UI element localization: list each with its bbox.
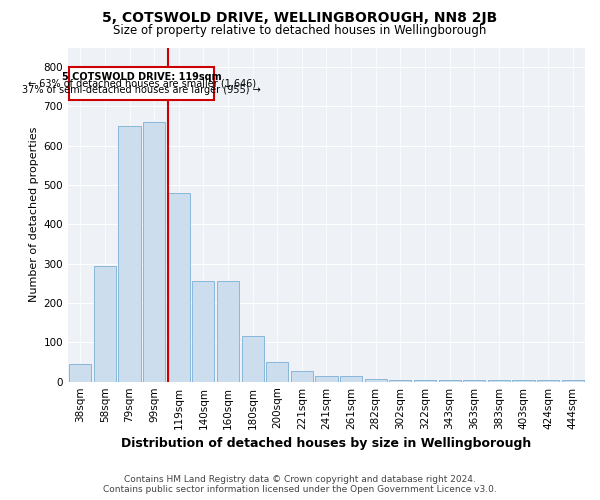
Bar	[167, 193, 190, 382]
Y-axis label: Number of detached properties: Number of detached properties	[29, 127, 39, 302]
Bar	[488, 380, 510, 382]
Bar	[266, 362, 289, 382]
Text: ← 63% of detached houses are smaller (1,646): ← 63% of detached houses are smaller (1,…	[28, 78, 256, 88]
Bar	[143, 122, 165, 382]
FancyBboxPatch shape	[69, 67, 214, 100]
Text: Size of property relative to detached houses in Wellingborough: Size of property relative to detached ho…	[113, 24, 487, 37]
Bar	[463, 380, 485, 382]
Text: 5 COTSWOLD DRIVE: 119sqm: 5 COTSWOLD DRIVE: 119sqm	[62, 72, 221, 83]
Bar	[291, 370, 313, 382]
Bar	[118, 126, 140, 382]
Text: 37% of semi-detached houses are larger (955) →: 37% of semi-detached houses are larger (…	[22, 85, 261, 95]
Bar	[242, 336, 263, 382]
Bar	[562, 380, 584, 382]
Bar	[69, 364, 91, 382]
Bar	[439, 380, 461, 382]
Bar	[340, 376, 362, 382]
X-axis label: Distribution of detached houses by size in Wellingborough: Distribution of detached houses by size …	[121, 437, 532, 450]
Bar	[537, 380, 559, 382]
Bar	[217, 282, 239, 382]
Bar	[316, 376, 338, 382]
Bar	[512, 380, 535, 382]
Bar	[192, 282, 214, 382]
Bar	[389, 380, 412, 382]
Bar	[94, 266, 116, 382]
Bar	[414, 380, 436, 382]
Text: Contains HM Land Registry data © Crown copyright and database right 2024.
Contai: Contains HM Land Registry data © Crown c…	[103, 474, 497, 494]
Text: 5, COTSWOLD DRIVE, WELLINGBOROUGH, NN8 2JB: 5, COTSWOLD DRIVE, WELLINGBOROUGH, NN8 2…	[103, 11, 497, 25]
Bar	[365, 380, 387, 382]
